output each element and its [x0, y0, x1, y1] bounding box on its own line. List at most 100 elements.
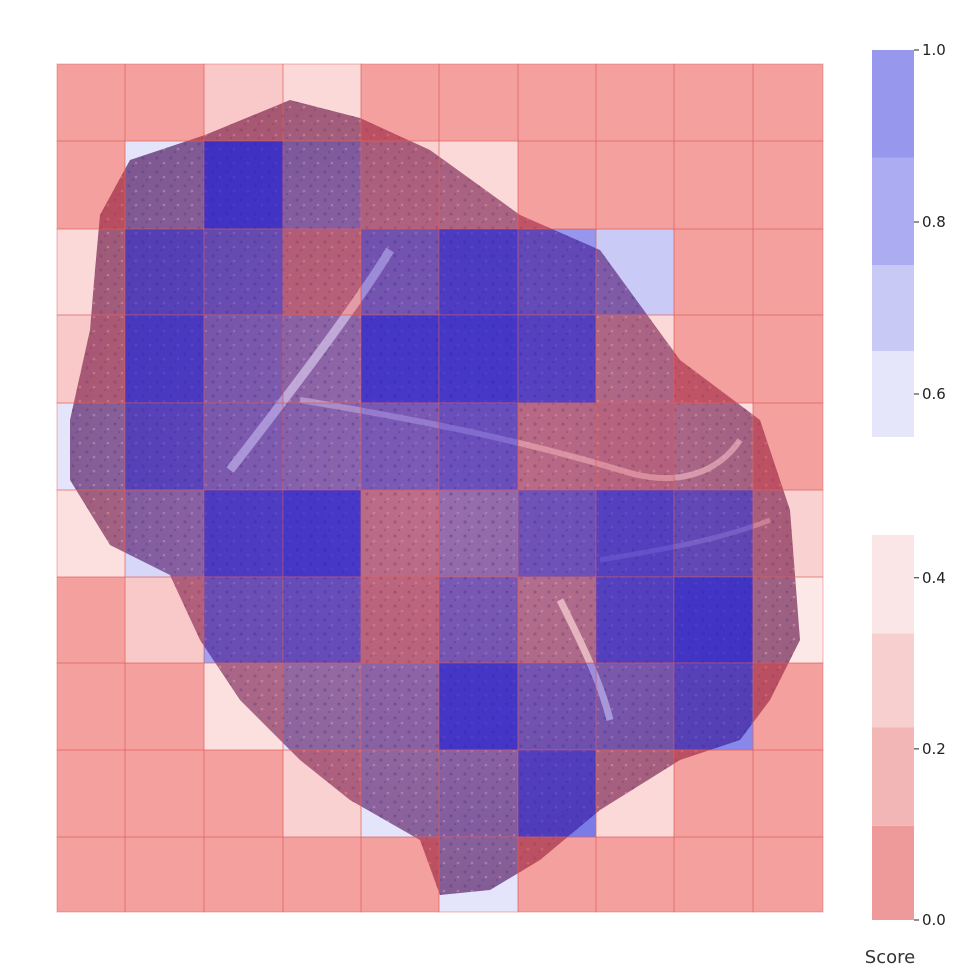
colorbar-bin — [872, 351, 914, 437]
heatmap-cell — [517, 576, 597, 664]
heatmap-grid — [56, 63, 824, 913]
heatmap-cell — [56, 662, 126, 751]
heatmap-cell — [282, 489, 362, 578]
heatmap-cell — [673, 63, 754, 142]
heatmap-cell — [595, 749, 675, 838]
heatmap-cell — [673, 576, 754, 664]
heatmap-cell — [360, 489, 440, 578]
heatmap-cell — [360, 749, 440, 838]
tissue-stroma-band — [226, 247, 394, 473]
heatmap-cell — [203, 749, 284, 838]
heatmap-cell — [124, 576, 205, 664]
heatmap-cell — [56, 314, 126, 404]
heatmap-cell — [752, 836, 824, 913]
colorbar-tick-label: 1.0 — [922, 41, 946, 59]
colorbar-bin — [872, 633, 914, 728]
colorbar-tick-label: 0.0 — [922, 911, 946, 929]
colorbar-tick-label: 0.2 — [922, 740, 946, 758]
heatmap-cell — [282, 749, 362, 838]
heatmap-cell — [438, 140, 519, 230]
heatmap-cell — [203, 228, 284, 316]
tissue-stroma-band — [556, 598, 614, 721]
colorbar-tick-label: 0.4 — [922, 569, 946, 587]
heatmap-cell — [360, 228, 440, 316]
colorbar-bin — [872, 535, 914, 634]
heatmap-cell — [517, 63, 597, 142]
heatmap-cell — [673, 314, 754, 404]
heatmap-cell — [203, 662, 284, 751]
heatmap-cell — [517, 314, 597, 404]
heatmap-cell — [673, 749, 754, 838]
heatmap-cell — [438, 402, 519, 491]
heatmap-cell — [360, 662, 440, 751]
heatmap-cell — [282, 228, 362, 316]
heatmap-cell — [56, 63, 126, 142]
heatmap-cell — [438, 576, 519, 664]
colorbar-tick-label: 0.6 — [922, 385, 946, 403]
tissue-stroma-band — [299, 397, 743, 481]
heatmap-cell — [438, 749, 519, 838]
heatmap-cell — [124, 662, 205, 751]
heatmap-cell — [124, 402, 205, 491]
heatmap-cell — [282, 314, 362, 404]
heatmap-cell — [595, 662, 675, 751]
heatmap-cell — [124, 228, 205, 316]
heatmap-cell — [752, 228, 824, 316]
heatmap-cell — [56, 402, 126, 491]
heatmap-cell — [752, 662, 824, 751]
colorbar-bin — [872, 157, 914, 265]
heatmap-cell — [203, 140, 284, 230]
heatmap-cell — [438, 662, 519, 751]
heatmap-cell — [517, 140, 597, 230]
heatmap-cell — [438, 489, 519, 578]
heatmap-cell — [360, 402, 440, 491]
colorbar-bin — [872, 265, 914, 351]
heatmap-cell — [752, 140, 824, 230]
heatmap-cell — [124, 63, 205, 142]
heatmap-cell — [673, 228, 754, 316]
heatmap-cell — [282, 576, 362, 664]
heatmap-cell — [203, 402, 284, 491]
heatmap-cell — [360, 140, 440, 230]
colorbar-label: Score — [865, 947, 915, 968]
heatmap-cell — [438, 63, 519, 142]
heatmap-cell — [124, 489, 205, 578]
heatmap-cell — [752, 489, 824, 578]
heatmap-cell — [752, 314, 824, 404]
heatmap-cell — [282, 140, 362, 230]
heatmap-cell — [673, 489, 754, 578]
heatmap-cell — [438, 228, 519, 316]
heatmap-cell — [282, 402, 362, 491]
heatmap-cell — [517, 402, 597, 491]
heatmap-cell — [438, 836, 519, 913]
heatmap-cell — [517, 749, 597, 838]
heatmap-cell — [124, 314, 205, 404]
heatmap-cell — [203, 576, 284, 664]
heatmap-cell — [438, 314, 519, 404]
heatmap-cell — [360, 576, 440, 664]
heatmap-cell — [595, 228, 675, 316]
heatmap-cell — [56, 836, 126, 913]
heatmap-cell — [752, 63, 824, 142]
heatmap-cell — [517, 662, 597, 751]
heatmap-cell — [517, 489, 597, 578]
heatmap-cell — [124, 836, 205, 913]
heatmap-cell — [595, 314, 675, 404]
heatmap-cell — [595, 140, 675, 230]
heatmap-cell — [517, 228, 597, 316]
colorbar-bin — [872, 825, 914, 920]
heatmap-cell — [282, 63, 362, 142]
heatmap-cell — [282, 662, 362, 751]
tissue-section-image — [70, 100, 800, 895]
tissue-texture — [70, 100, 800, 895]
heatmap-cell — [595, 489, 675, 578]
heatmap-cell — [282, 836, 362, 913]
heatmap-cell — [673, 836, 754, 913]
heatmap-cell — [673, 140, 754, 230]
colorbars: 0.6 0.8 1.0 0.0 0.2 0.4 — [872, 41, 946, 929]
colorbar-tick-label: 0.8 — [922, 213, 946, 231]
colorbar-bin — [872, 50, 914, 158]
heatmap-cell — [595, 576, 675, 664]
heatmap-cell — [673, 402, 754, 491]
